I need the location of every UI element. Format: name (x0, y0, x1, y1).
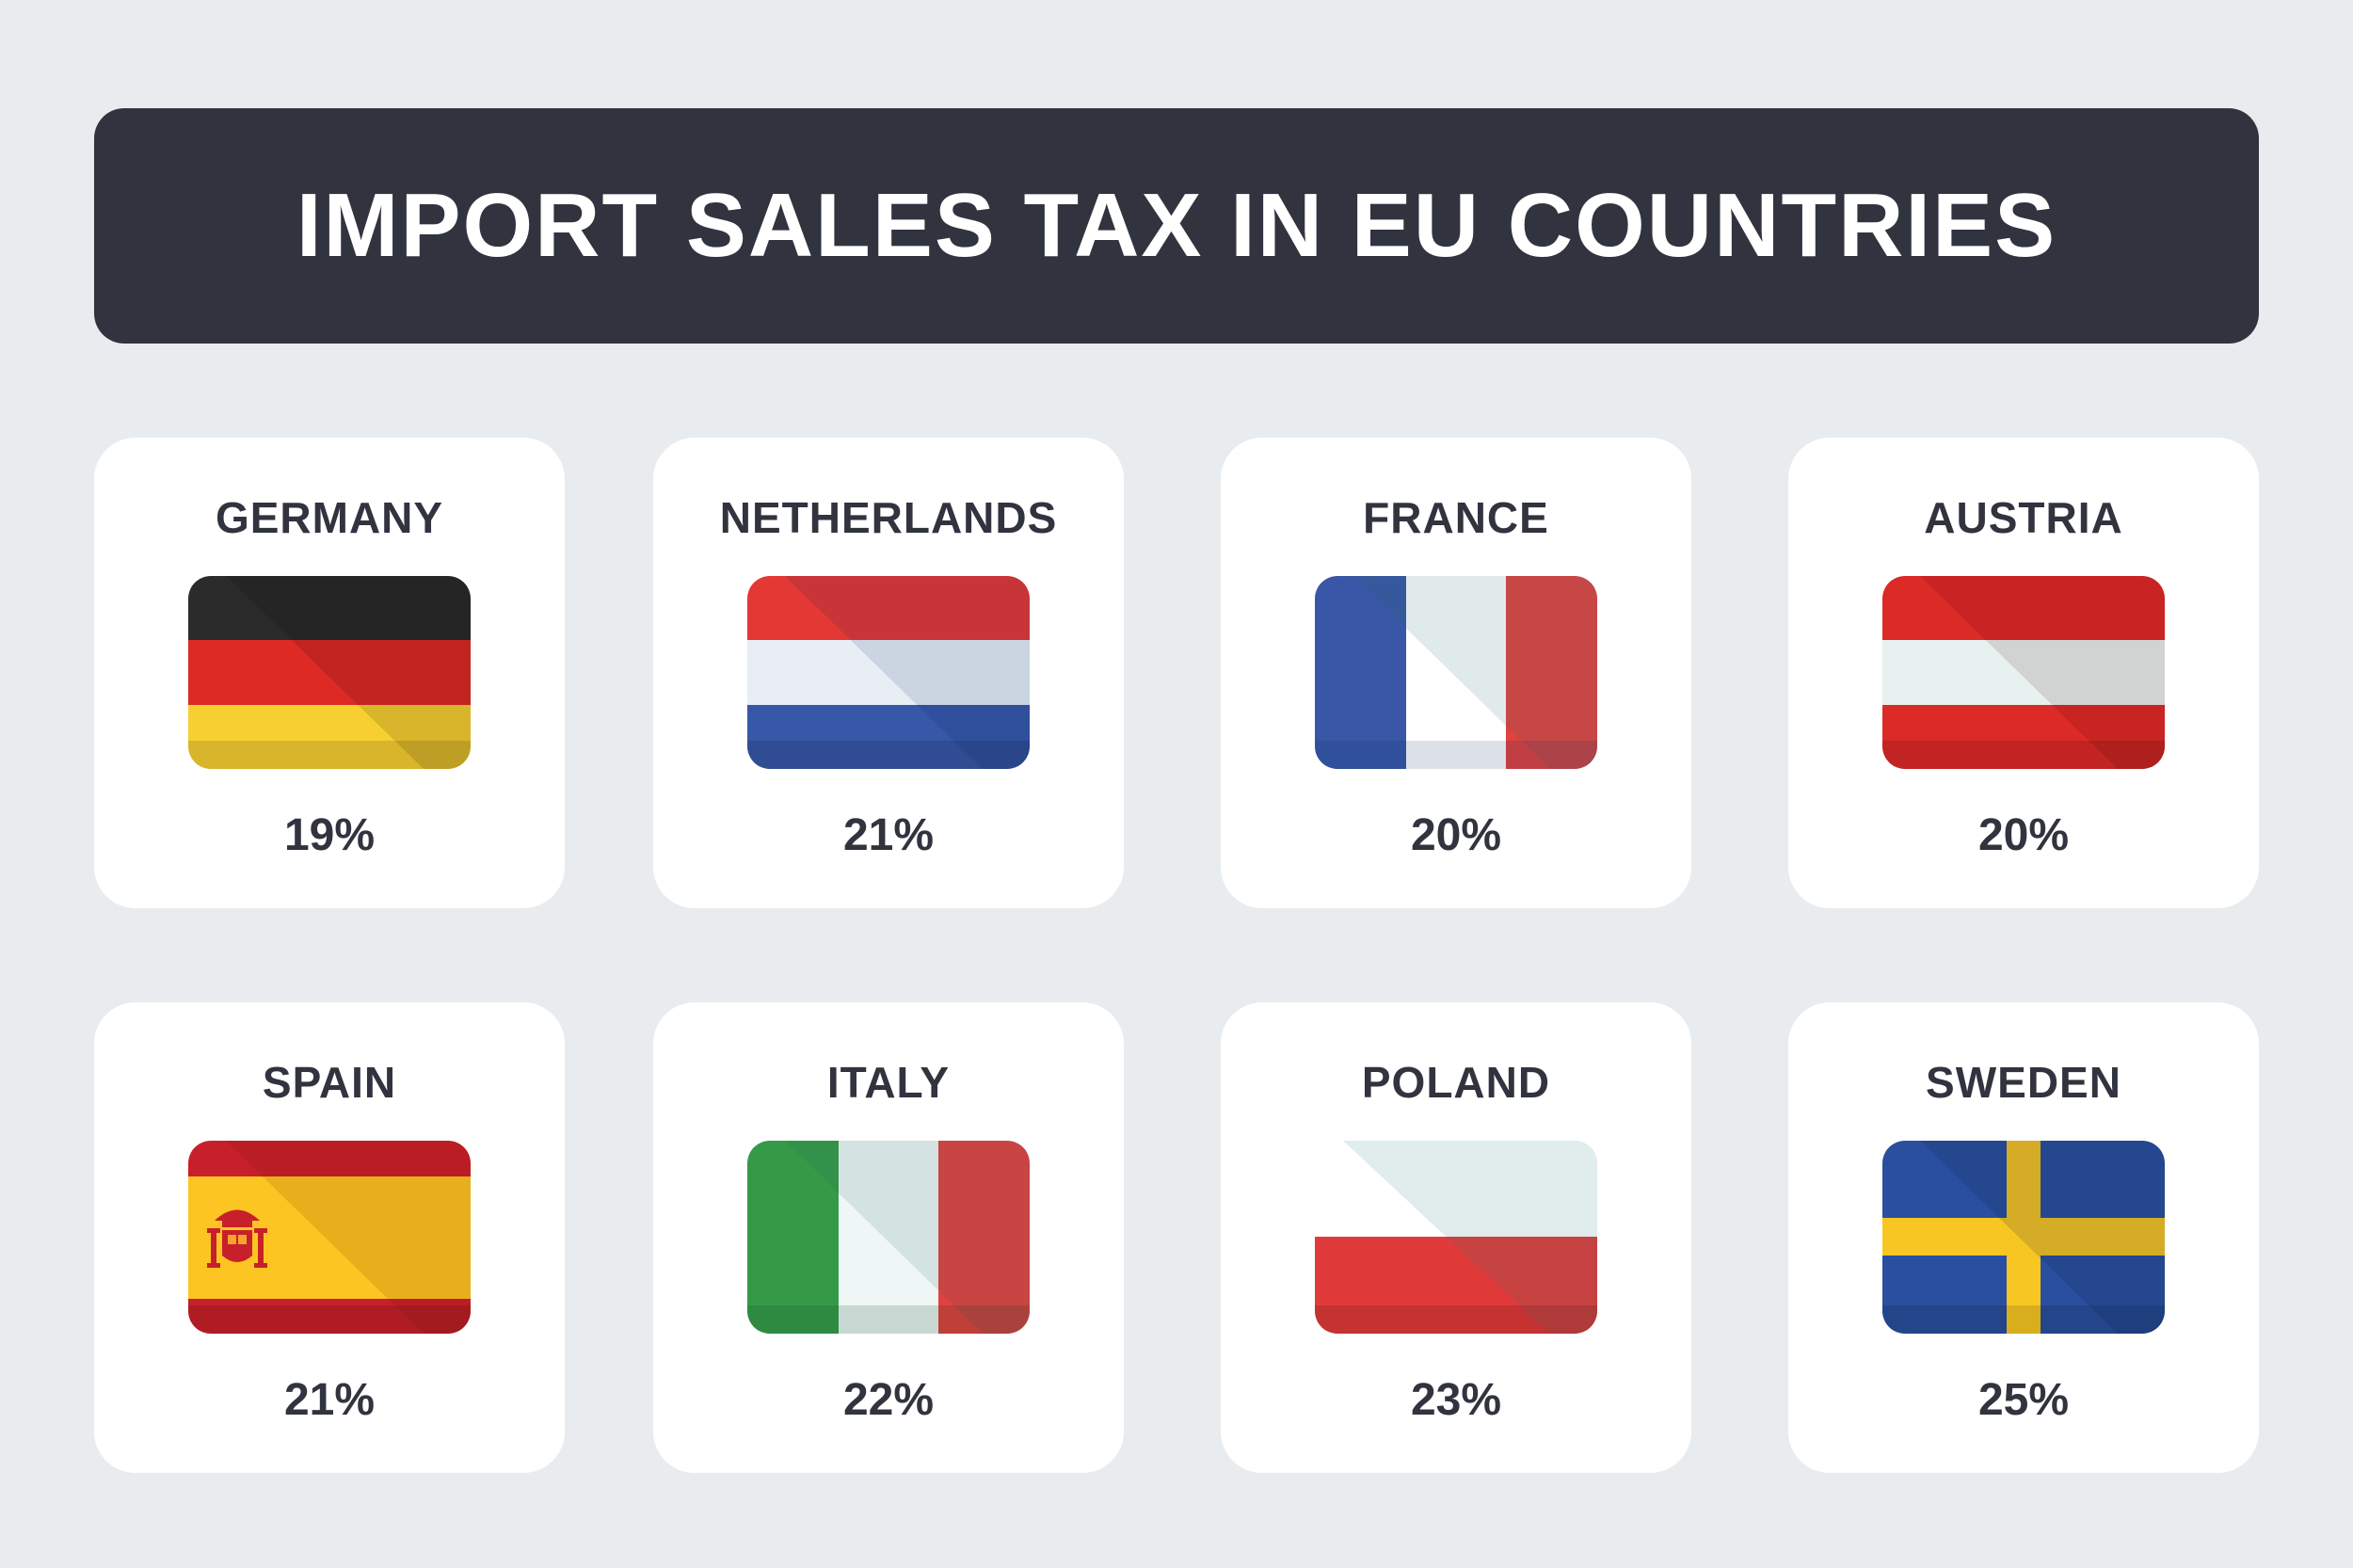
country-card-germany: GERMANY 19% (94, 438, 565, 908)
country-card-austria: AUSTRIA 20% (1788, 438, 2259, 908)
country-card-spain: SPAIN 21% (94, 1002, 565, 1473)
country-name: GERMANY (215, 493, 444, 542)
country-name: NETHERLANDS (719, 493, 1058, 542)
country-name: ITALY (826, 1058, 951, 1107)
country-name: FRANCE (1363, 493, 1549, 542)
tax-rate: 19% (283, 810, 376, 860)
tax-rate: 25% (1977, 1375, 2070, 1425)
tax-rate: 20% (1410, 810, 1502, 860)
country-card-poland: POLAND 23% (1221, 1002, 1691, 1473)
italy-flag (747, 1141, 1030, 1334)
country-name: SWEDEN (1926, 1058, 2121, 1107)
coat-of-arms-icon (207, 1209, 267, 1268)
page-title: IMPORT SALES TAX IN EU COUNTRIES (296, 175, 2057, 276)
tax-rate: 23% (1410, 1375, 1502, 1425)
sweden-flag (1882, 1141, 2165, 1334)
austria-flag (1882, 576, 2165, 769)
country-name: POLAND (1361, 1058, 1551, 1107)
germany-flag (188, 576, 471, 769)
country-card-italy: ITALY 22% (653, 1002, 1124, 1473)
tax-rate: 21% (842, 810, 935, 860)
france-flag (1315, 576, 1597, 769)
tax-rate: 20% (1977, 810, 2070, 860)
spain-flag (188, 1141, 471, 1334)
tax-rate: 21% (283, 1375, 376, 1425)
country-card-netherlands: NETHERLANDS 21% (653, 438, 1124, 908)
tax-rate: 22% (842, 1375, 935, 1425)
country-name: AUSTRIA (1924, 493, 2123, 542)
country-name: SPAIN (262, 1058, 397, 1107)
country-card-sweden: SWEDEN 25% (1788, 1002, 2259, 1473)
poland-flag (1315, 1141, 1597, 1334)
netherlands-flag (747, 576, 1030, 769)
country-card-france: FRANCE 20% (1221, 438, 1691, 908)
title-banner: IMPORT SALES TAX IN EU COUNTRIES (94, 108, 2259, 344)
